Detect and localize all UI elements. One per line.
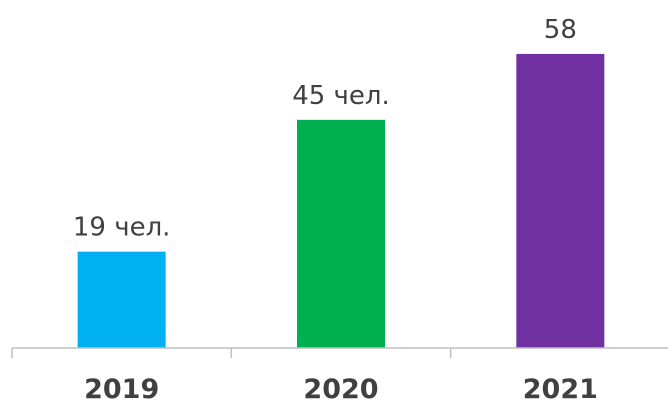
x-tick-label-2020: 2020 — [303, 374, 378, 405]
x-tick-label-2021: 2021 — [523, 374, 598, 405]
x-tick-label-2019: 2019 — [84, 374, 159, 405]
bar-2019 — [77, 251, 166, 348]
data-label-2021: 58 — [544, 15, 577, 45]
data-label-2020: 45 чел. — [292, 81, 390, 111]
x-axis — [11, 347, 668, 358]
bars-layer — [77, 53, 605, 348]
bar-2020 — [297, 119, 385, 348]
data-labels: 19 чел. 45 чел. 58 — [73, 15, 577, 243]
data-label-2019: 19 чел. — [73, 213, 171, 243]
bar-2021 — [516, 53, 605, 348]
x-tick-labels: 2019 2020 2021 — [84, 374, 598, 405]
